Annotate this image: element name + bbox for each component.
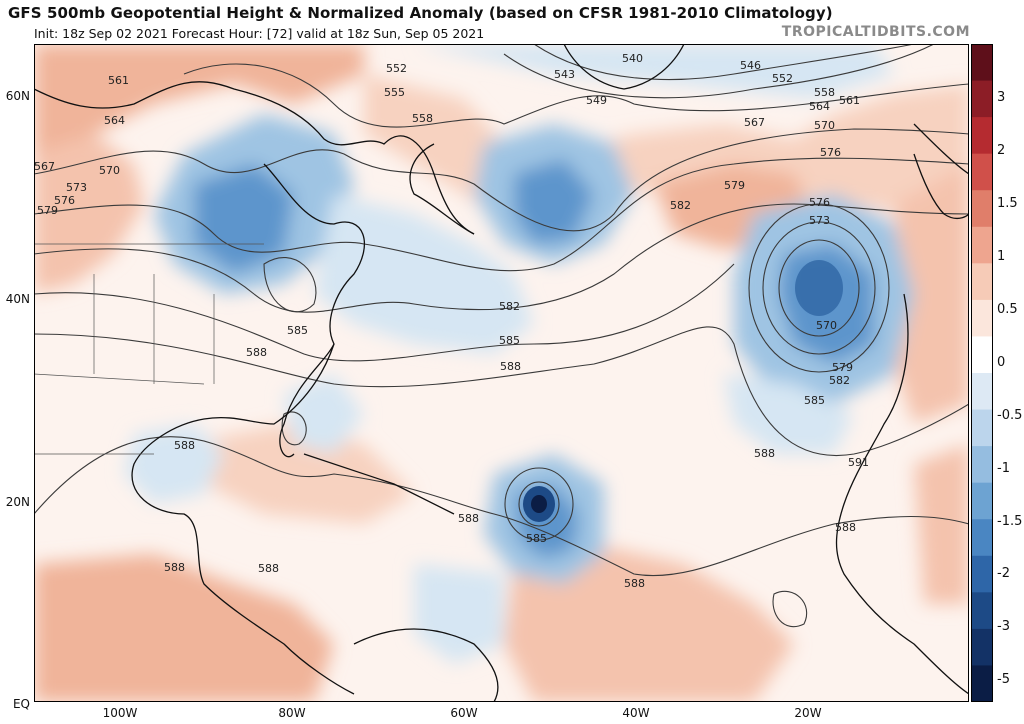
contour-label-555: 555 <box>384 86 405 99</box>
colorbar-cell <box>971 409 993 447</box>
map-subtitle: Init: 18z Sep 02 2021 Forecast Hour: [72… <box>34 26 485 41</box>
colorbar-label-neg-5: -5 <box>997 672 1010 687</box>
lon-label-100w: 100W <box>102 706 138 720</box>
anomaly-map: 540 543 546 549 552 552 555 558 558 561 … <box>34 44 969 702</box>
colorbar-cells <box>971 44 993 702</box>
colorbar-cell <box>971 117 993 155</box>
colorbar-label-neg-2: -2 <box>997 566 1010 581</box>
colorbar-label-neg-0-5: -0.5 <box>997 408 1023 423</box>
colorbar-cell <box>971 190 993 228</box>
lon-label-20w: 20W <box>794 706 822 720</box>
contour-label-570: 570 <box>99 164 120 177</box>
colorbar-label-3: 3 <box>997 90 1006 105</box>
contour-label-567: 567 <box>34 160 55 173</box>
colorbar-label-neg-3: -3 <box>997 619 1010 634</box>
colorbar-label-0: 0 <box>997 355 1006 370</box>
colorbar-cell <box>971 628 993 666</box>
colorbar-cell <box>971 665 993 702</box>
colorbar-label-neg-1-5: -1.5 <box>997 514 1023 529</box>
colorbar-cell <box>971 299 993 337</box>
lon-label-40w: 40W <box>622 706 650 720</box>
contour-label-576c: 576 <box>809 196 830 209</box>
contour-label-579: 579 <box>37 204 58 217</box>
contour-label-567b: 567 <box>744 116 765 129</box>
contour-label-588i: 588 <box>835 521 856 534</box>
lat-label-60n: 60N <box>5 89 30 103</box>
contour-label-582b: 582 <box>499 300 520 313</box>
contour-label-579b: 579 <box>724 179 745 192</box>
colorbar-cell <box>971 446 993 484</box>
contour-label-552: 552 <box>386 62 407 75</box>
colorbar-cell <box>971 226 993 264</box>
contour-label-588b: 588 <box>500 360 521 373</box>
contour-label-558b: 558 <box>814 86 835 99</box>
colorbar-cell <box>971 373 993 411</box>
contour-label-552b: 552 <box>772 72 793 85</box>
contour-labels: 540 543 546 549 552 552 555 558 558 561 … <box>34 52 869 590</box>
contour-label-585b: 585 <box>499 334 520 347</box>
contour-label-585d: 585 <box>804 394 825 407</box>
colorbar-label-neg-1: -1 <box>997 461 1010 476</box>
contour-label-588g: 588 <box>624 577 645 590</box>
contour-label-585c: 585 <box>526 532 547 545</box>
lon-label-60w: 60W <box>450 706 478 720</box>
low-center <box>795 260 843 316</box>
contour-label-564: 564 <box>104 114 125 127</box>
colorbar-label-1-5: 1.5 <box>997 196 1018 211</box>
lat-label-eq: EQ <box>12 697 30 711</box>
lon-label-80w: 80W <box>278 706 306 720</box>
contour-label-588: 588 <box>246 346 267 359</box>
colorbar-cell <box>971 80 993 118</box>
contour-label-588f: 588 <box>258 562 279 575</box>
colorbar-cell <box>971 555 993 593</box>
contour-label-588e: 588 <box>164 561 185 574</box>
contour-label-546: 546 <box>740 59 761 72</box>
colorbar-cell <box>971 519 993 557</box>
contour-label-564b: 564 <box>809 100 830 113</box>
contour-label-573b: 573 <box>809 214 830 227</box>
contour-label-588h: 588 <box>754 447 775 460</box>
contour-label-576b: 576 <box>820 146 841 159</box>
credit-label: TROPICALTIDBITS.COM <box>781 24 970 40</box>
colorbar-cell <box>971 336 993 374</box>
lat-label-20n: 20N <box>5 495 30 509</box>
contour-label-582c: 582 <box>829 374 850 387</box>
contour-label-561: 561 <box>108 74 129 87</box>
contour-label-579c: 579 <box>832 361 853 374</box>
colorbar <box>971 44 993 702</box>
colorbar-label-1: 1 <box>997 249 1006 264</box>
contour-label-591: 591 <box>848 456 869 469</box>
contour-label-570c: 570 <box>816 319 837 332</box>
contour-label-543: 543 <box>554 68 575 81</box>
contour-label-588d: 588 <box>458 512 479 525</box>
contour-label-561b: 561 <box>839 94 860 107</box>
colorbar-cell <box>971 44 993 82</box>
coastlines <box>34 44 969 702</box>
contour-label-573: 573 <box>66 181 87 194</box>
colorbar-cell <box>971 482 993 520</box>
colorbar-cell <box>971 153 993 191</box>
colorbar-label-2: 2 <box>997 143 1006 158</box>
contour-label-570b: 570 <box>814 119 835 132</box>
height-contours <box>34 44 969 628</box>
colorbar-cell <box>971 263 993 301</box>
borders <box>34 243 264 455</box>
contour-label-558: 558 <box>412 112 433 125</box>
contour-label-540: 540 <box>622 52 643 65</box>
colorbar-label-0-5: 0.5 <box>997 302 1018 317</box>
contour-label-588c: 588 <box>174 439 195 452</box>
contour-label-585: 585 <box>287 324 308 337</box>
contour-label-576: 576 <box>54 194 75 207</box>
map-title: GFS 500mb Geopotential Height & Normaliz… <box>8 4 833 22</box>
lat-label-40n: 40N <box>5 292 30 306</box>
contour-label-582: 582 <box>670 199 691 212</box>
contour-label-549: 549 <box>586 94 607 107</box>
colorbar-cell <box>971 592 993 630</box>
